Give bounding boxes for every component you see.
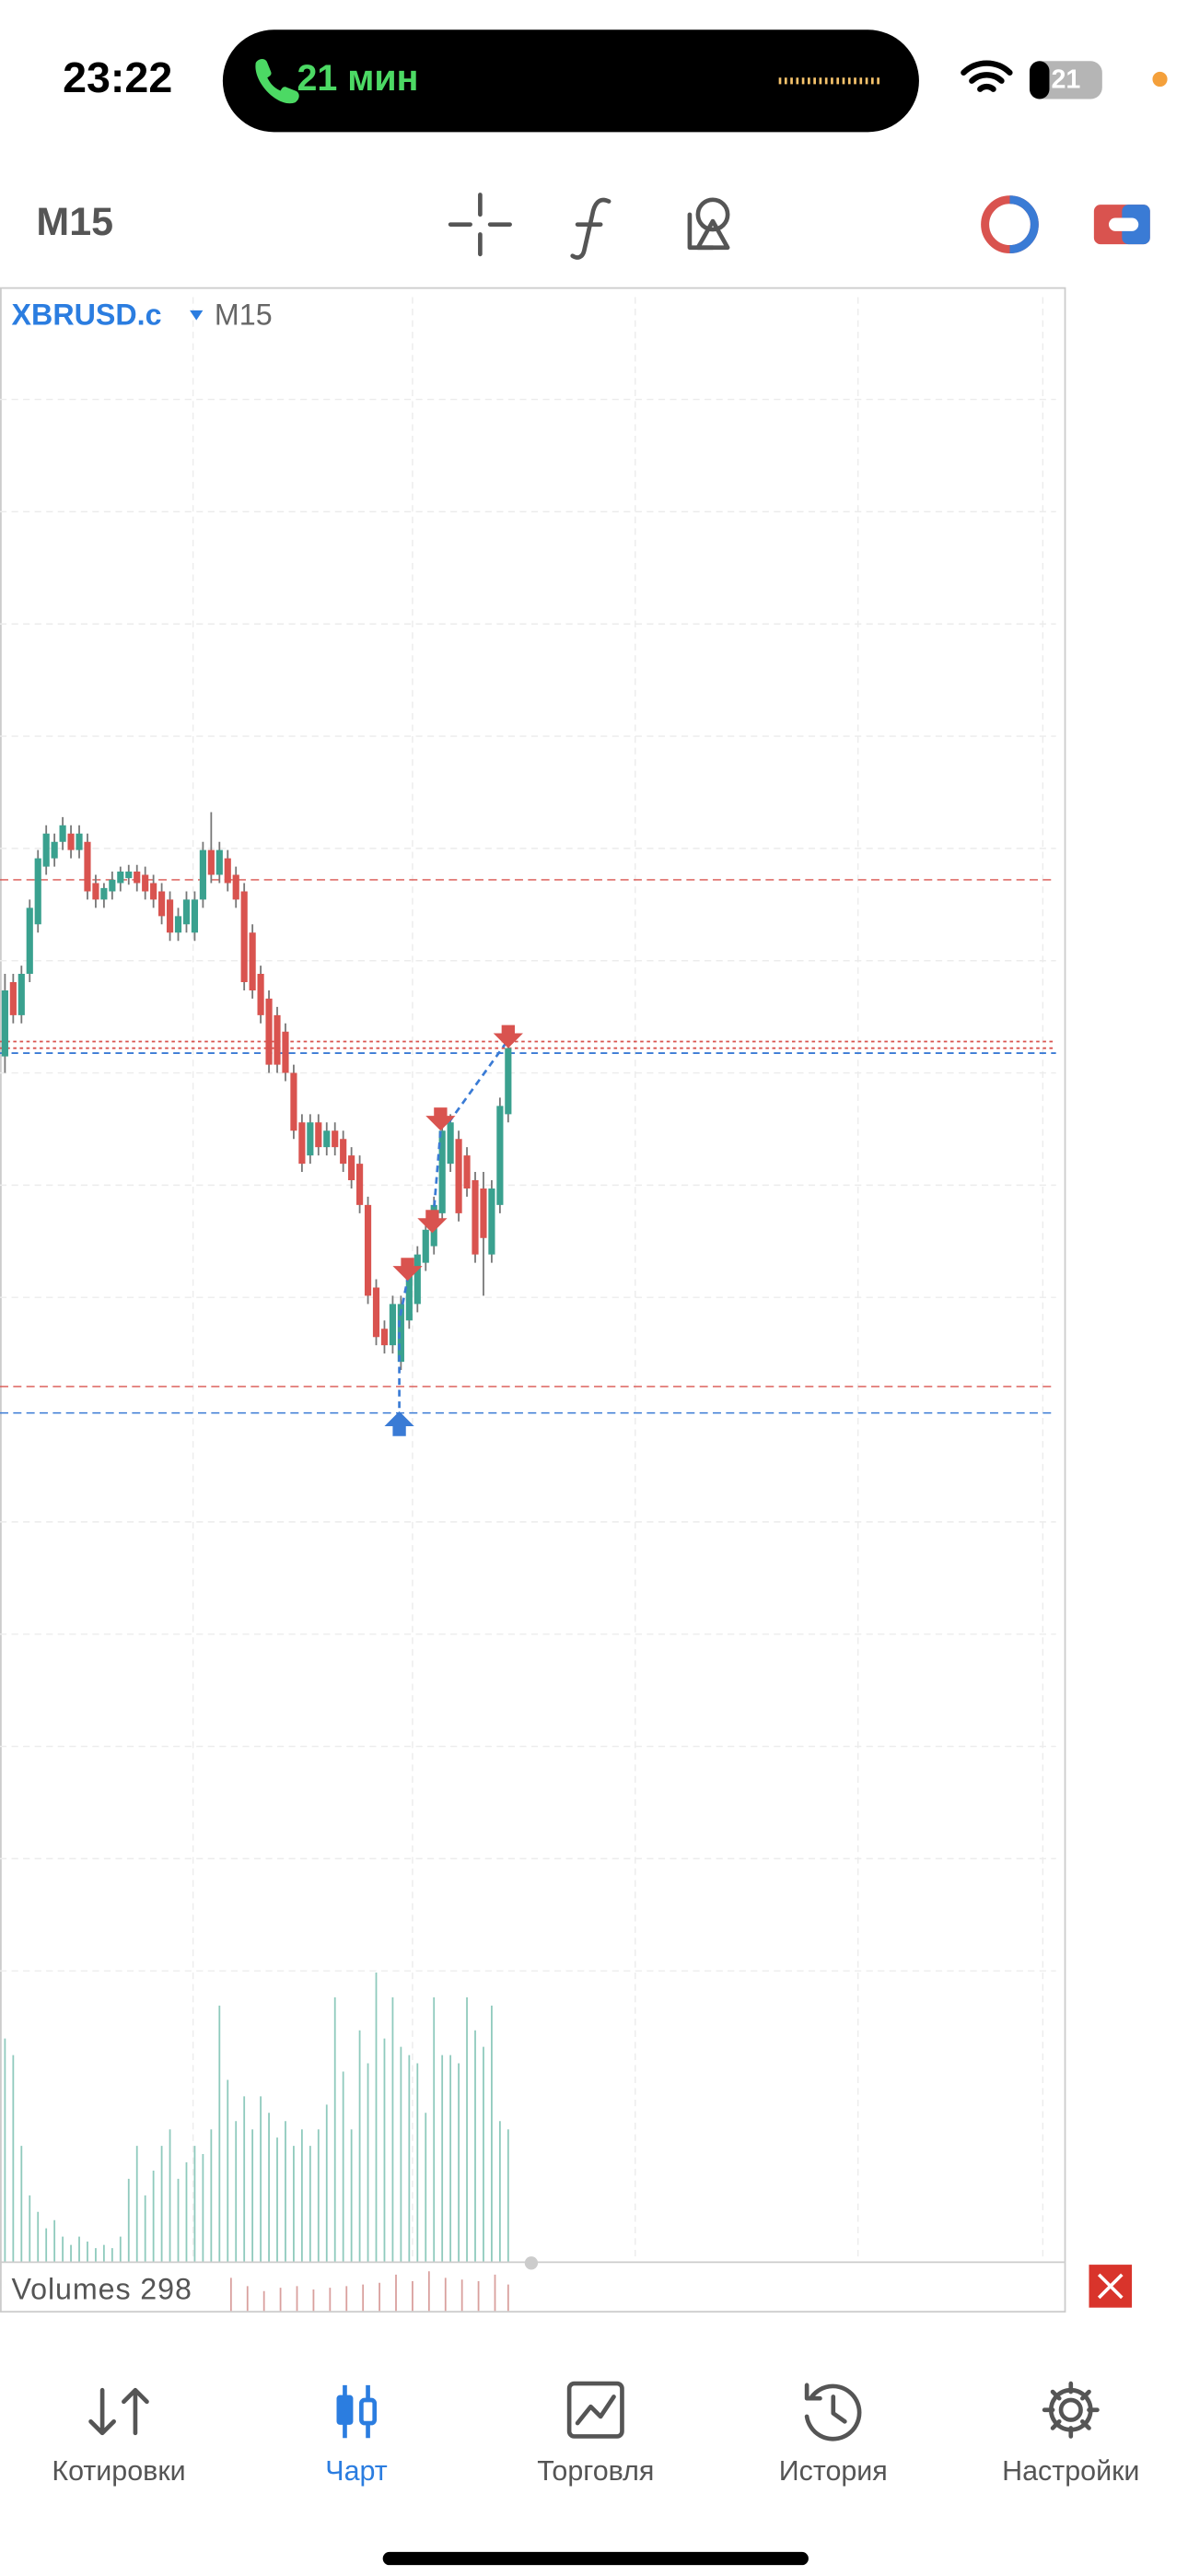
privacy-dot xyxy=(1152,71,1168,88)
wifi-icon xyxy=(961,60,1013,92)
pane-handle[interactable] xyxy=(524,2256,539,2270)
home-indicator xyxy=(382,2551,809,2566)
tab-label[interactable]: Котировки xyxy=(52,2455,185,2487)
volume-bars xyxy=(4,1972,509,2262)
tab-label[interactable]: Чарт xyxy=(325,2455,387,2487)
symbol-label[interactable]: XBRUSD.c xyxy=(12,299,162,332)
symbol-dropdown[interactable] xyxy=(190,310,204,321)
trade-button[interactable] xyxy=(981,195,1039,254)
tab-label[interactable]: Настройки xyxy=(1002,2455,1139,2487)
close-indicator-button[interactable] xyxy=(1089,2265,1133,2308)
tab-settings[interactable]: Настройки xyxy=(1002,2381,1139,2487)
buy-marker xyxy=(384,1411,414,1436)
volumes-label: Volumes 298 xyxy=(12,2272,192,2305)
status-time: 23:22 xyxy=(63,53,172,101)
candle-bearish xyxy=(9,833,487,1346)
tab-trade[interactable]: Торговля xyxy=(537,2381,654,2487)
crosshair-button[interactable] xyxy=(448,193,512,257)
objects-button[interactable] xyxy=(687,197,730,251)
chart-timeframe: M15 xyxy=(215,299,273,332)
tab-history[interactable]: История xyxy=(779,2383,888,2487)
tab-label[interactable]: Торговля xyxy=(537,2455,654,2487)
battery-percent: 21 xyxy=(1051,64,1080,94)
call-duration: 21 мин xyxy=(297,58,419,99)
call-icon xyxy=(255,59,299,104)
timeframe-button[interactable]: M15 xyxy=(36,200,113,244)
indicators-button[interactable] xyxy=(570,197,611,260)
chart-grid xyxy=(0,297,1056,2262)
tab-chart[interactable]: Чарт xyxy=(325,2384,388,2487)
account-button[interactable] xyxy=(1093,205,1150,245)
tab-label[interactable]: История xyxy=(779,2455,888,2487)
dynamic-island xyxy=(222,29,919,133)
battery-level xyxy=(1029,61,1050,100)
tab-quotes[interactable]: Котировки xyxy=(52,2387,186,2487)
chart-frame xyxy=(0,287,1066,2313)
mini-volumes xyxy=(229,2271,509,2312)
